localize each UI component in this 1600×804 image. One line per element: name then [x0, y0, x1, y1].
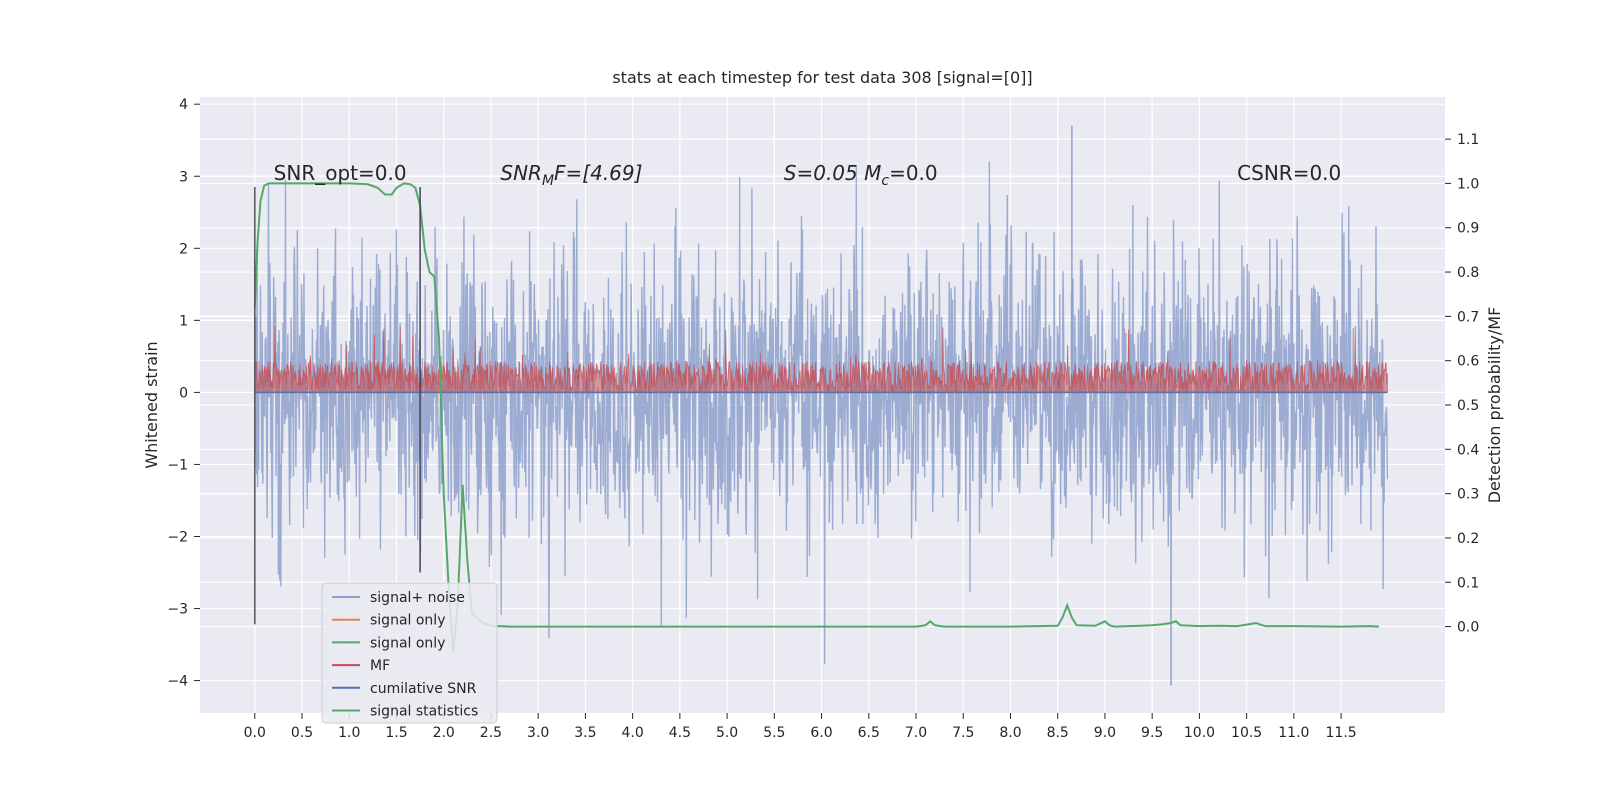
x-tick-label: 7.5: [952, 725, 974, 741]
x-tick-label: 5.0: [716, 725, 738, 741]
annotation-layer: SNR_opt=0.0 SNRMF=[4.69] S=0.05 Mc=0.0 CSNR…: [274, 161, 1342, 189]
y-tick-label-right: 1.1: [1457, 132, 1479, 148]
y-tick-label-left: 2: [179, 241, 188, 257]
y-tick-label-right: 0.8: [1457, 265, 1479, 281]
x-tick-label: 1.0: [338, 725, 360, 741]
x-tick-label: 10.5: [1231, 725, 1262, 741]
y-tick-label-left: 0: [179, 385, 188, 401]
x-tick-label: 4.5: [669, 725, 691, 741]
annotation-1: SNRMF=[4.69]: [500, 161, 642, 189]
annotation-text: SNR: [500, 161, 542, 185]
x-tick-label: 4.0: [621, 725, 643, 741]
y-tick-label-right: 0.5: [1457, 398, 1479, 414]
y-tick-label-left: −2: [167, 529, 188, 545]
series-layer: [253, 125, 1389, 686]
y-tick-label-right: 0.3: [1457, 487, 1479, 503]
grid-lines: [200, 97, 1445, 713]
x-tick-label: 7.0: [905, 725, 927, 741]
legend-label: signal only: [370, 635, 445, 651]
x-tick-label: 9.5: [1141, 725, 1163, 741]
x-tick-label: 2.5: [480, 725, 502, 741]
annotation-subscript: M: [542, 173, 554, 189]
x-tick-label: 3.5: [574, 725, 596, 741]
y-tick-label-left: −1: [167, 457, 188, 473]
annotation-0: SNR_opt=0.0: [274, 161, 407, 185]
y-tick-label-left: 4: [179, 97, 188, 113]
legend: signal+ noise signal only signal only MF cum…: [321, 582, 498, 724]
x-tick-label: 3.0: [527, 725, 549, 741]
annotation-subscript: c: [881, 173, 889, 189]
legend-label: signal statistics: [370, 704, 478, 720]
y-tick-label-left: −3: [167, 602, 188, 618]
x-tick-label: 8.5: [1047, 725, 1069, 741]
annotation-text: SNR_opt=0.0: [274, 161, 407, 185]
x-tick-label: 11.0: [1278, 725, 1309, 741]
y-tick-label-left: 3: [179, 169, 188, 185]
annotation-text: S=0.05 M: [784, 161, 882, 185]
y-tick-label-right: 0.4: [1457, 442, 1479, 458]
legend-label: MF: [370, 658, 390, 674]
y-tick-label-right: 1.0: [1457, 176, 1479, 192]
y-tick-label-right: 0.2: [1457, 531, 1479, 547]
annotation-2: S=0.05 Mc=0.0: [784, 161, 938, 189]
x-tick-label: 6.5: [858, 725, 880, 741]
y-tick-label-left: −4: [167, 674, 188, 690]
x-tick-label: 0.5: [291, 725, 313, 741]
annotation-3: CSNR=0.0: [1237, 161, 1341, 185]
x-tick-label: 5.5: [763, 725, 785, 741]
chart-title: stats at each timestep for test data 308…: [612, 68, 1032, 87]
annotation-text: CSNR=0.0: [1237, 161, 1341, 185]
x-tick-label: 2.0: [433, 725, 455, 741]
annotation-suffix: =0.0: [889, 161, 938, 185]
x-tick-label: 11.5: [1326, 725, 1357, 741]
series-mf-band: [254, 325, 1388, 393]
y-axis-label-left: Whitened strain: [142, 341, 161, 468]
legend-label: signal only: [370, 613, 445, 629]
x-tick-label: 10.0: [1184, 725, 1215, 741]
y-axis-label-right: Detection probability/MF: [1485, 307, 1504, 504]
y-tick-label-right: 0.1: [1457, 575, 1479, 591]
y-tick-label-left: 1: [179, 313, 188, 329]
y-tick-label-right: 0.7: [1457, 309, 1479, 325]
legend-label: cumilative SNR: [370, 681, 477, 697]
legend-box: [321, 582, 498, 724]
x-tick-label: 6.0: [810, 725, 832, 741]
y-tick-label-right: 0.9: [1457, 221, 1479, 237]
x-tick-label: 0.0: [244, 725, 266, 741]
series-signal-statistics-line: [253, 182, 1379, 654]
x-tick-label: 8.0: [999, 725, 1021, 741]
x-tick-label: 1.5: [385, 725, 407, 741]
legend-label: signal+ noise: [370, 590, 465, 606]
y-tick-label-right: 0.6: [1457, 354, 1479, 370]
y-tick-label-right: 0.0: [1457, 620, 1479, 636]
axes-layer: 0.0 0.5 1.0 1.5 2.0 2.5 3.0 3.5 4.0 4.5 5.0 5.5 6.0 6…: [167, 97, 1479, 741]
annotation-suffix: F=[4.69]: [554, 161, 642, 185]
x-tick-label: 9.0: [1094, 725, 1116, 741]
